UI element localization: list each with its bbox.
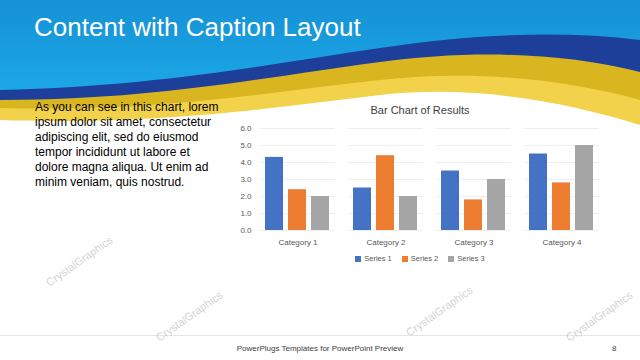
svg-text:Category 4: Category 4	[542, 238, 582, 247]
html-text:Series 3: Series 3	[457, 254, 485, 263]
html-text:Bar Chart of Results: Bar Chart of Results	[370, 104, 470, 116]
html-text:CrystalGraphics: CrystalGraphics	[43, 233, 115, 289]
html-text:8: 8	[612, 344, 617, 353]
html-text:Content with Caption Layout: Content with Caption Layout	[34, 12, 361, 42]
svg-text:2.0: 2.0	[240, 192, 252, 201]
svg-text:1.0: 1.0	[240, 209, 252, 218]
html-text:CrystalGraphics: CrystalGraphics	[403, 283, 475, 339]
html-text:Series 1: Series 1	[364, 254, 392, 263]
svg-text:4.0: 4.0	[240, 158, 252, 167]
svg-text:Category 3: Category 3	[454, 238, 494, 247]
html-text:CrystalGraphics: CrystalGraphics	[563, 288, 635, 344]
html-text:As you can see in this chart,: As you can see in this chart, lorem ipsu…	[35, 100, 219, 189]
html-text:CrystalGraphics: CrystalGraphics	[153, 288, 225, 344]
html-text:Series 2: Series 2	[410, 254, 439, 263]
svg-text:Category 1: Category 1	[278, 238, 318, 247]
html-text:PowerPlugs Templates for Power: PowerPlugs Templates for PowerPoint Prev…	[236, 344, 404, 353]
svg-text:3.0: 3.0	[240, 175, 252, 184]
svg-text:0.0: 0.0	[240, 226, 252, 235]
svg-text:6.0: 6.0	[240, 124, 252, 133]
svg-text:Category 2: Category 2	[366, 238, 406, 247]
svg-text:5.0: 5.0	[240, 141, 252, 150]
